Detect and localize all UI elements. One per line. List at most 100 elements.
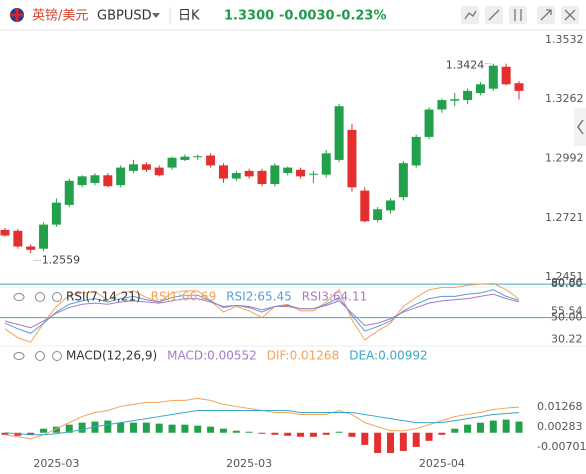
dropdown-icon[interactable] bbox=[152, 13, 160, 18]
y-tick-label: 1.3262 bbox=[545, 92, 584, 105]
tool-candle[interactable] bbox=[509, 6, 527, 24]
macd-bar bbox=[194, 425, 202, 433]
indicator-title: RSI(7,14,21) bbox=[66, 290, 141, 304]
rsi-line bbox=[4, 293, 520, 329]
macd-bar bbox=[65, 424, 73, 433]
candle-body bbox=[244, 170, 254, 177]
macd-bar bbox=[387, 432, 394, 453]
pair-name[interactable]: 英镑/美元 bbox=[32, 8, 88, 24]
candle-body bbox=[206, 155, 216, 166]
macd-bar bbox=[412, 432, 420, 447]
y-tick-label: 1.2992 bbox=[545, 151, 584, 164]
macd-bar bbox=[374, 432, 382, 453]
tool-indicator-glyph bbox=[464, 10, 477, 20]
y-tick-label: 1.3532 bbox=[545, 33, 584, 46]
macd-bar bbox=[284, 432, 292, 436]
gear-icon[interactable] bbox=[35, 292, 45, 302]
gear-icon[interactable] bbox=[35, 351, 45, 361]
low-annotation: 1.2559 bbox=[42, 253, 80, 266]
side-tab-icon bbox=[577, 119, 584, 135]
legend-entry: RSI1:66.69 bbox=[151, 290, 217, 304]
help-icon[interactable] bbox=[52, 292, 62, 302]
candle-body bbox=[193, 156, 203, 158]
period[interactable]: 日K bbox=[178, 9, 200, 24]
macd-bar bbox=[309, 432, 317, 437]
eye-icon[interactable] bbox=[13, 352, 25, 360]
toolbar bbox=[461, 6, 579, 24]
candle-body bbox=[488, 65, 498, 89]
macd-bar bbox=[168, 424, 176, 433]
candle-body bbox=[64, 180, 74, 205]
flag-cross bbox=[10, 8, 24, 22]
y-tick-label: 1.2721 bbox=[545, 211, 584, 224]
indicator-title: MACD(12,26,9) bbox=[66, 349, 157, 363]
y-tick-label: 1.2451 bbox=[545, 270, 584, 283]
y-tick-label: 55.54 bbox=[551, 304, 583, 317]
macd-bar bbox=[438, 432, 446, 435]
candle-body bbox=[77, 176, 87, 186]
candle-body bbox=[424, 109, 434, 137]
macd-bar bbox=[348, 432, 356, 437]
candle-body bbox=[231, 173, 241, 179]
candle-body bbox=[154, 167, 164, 176]
candle-body bbox=[347, 129, 357, 188]
candle-body bbox=[257, 170, 267, 185]
macd-bar bbox=[476, 422, 484, 433]
macd-bar bbox=[40, 428, 48, 433]
high-annotation: 1.3424 bbox=[446, 59, 485, 72]
macd-bar bbox=[502, 419, 510, 433]
macd-bar bbox=[335, 431, 343, 433]
tool-candle-glyph bbox=[514, 9, 522, 21]
price: 1.3300 bbox=[224, 9, 274, 24]
macd-bar bbox=[425, 432, 433, 441]
candle-body bbox=[321, 153, 331, 175]
candle-body bbox=[308, 173, 318, 175]
macd-icons bbox=[13, 351, 62, 361]
tool-fullscreen-glyph bbox=[540, 9, 552, 21]
macd-bar bbox=[142, 422, 150, 433]
candle-body bbox=[360, 190, 370, 222]
macd-bar bbox=[245, 431, 253, 433]
rsi-line bbox=[4, 289, 520, 334]
candle-body bbox=[116, 167, 126, 186]
candle-body bbox=[218, 165, 228, 179]
macd-bar bbox=[78, 422, 86, 433]
macd-bar bbox=[361, 432, 369, 445]
macd-bar bbox=[322, 432, 330, 435]
macd-bar bbox=[181, 424, 189, 433]
candle-body bbox=[0, 229, 10, 236]
candle-body bbox=[270, 165, 280, 185]
macd-bar bbox=[14, 432, 22, 436]
tool-close-glyph bbox=[564, 9, 576, 21]
symbol[interactable]: GBPUSD bbox=[97, 9, 152, 24]
change: -0.0030 bbox=[279, 9, 335, 24]
candle-body bbox=[141, 164, 151, 170]
macd-bar bbox=[297, 432, 305, 437]
macd-bar bbox=[271, 432, 279, 435]
legend-entry: DIF:0.01268 bbox=[267, 349, 339, 363]
candle-body bbox=[398, 163, 408, 198]
candle-body bbox=[514, 83, 524, 91]
candle-body bbox=[373, 209, 383, 220]
candle-body bbox=[51, 202, 61, 225]
candle-body bbox=[180, 156, 190, 160]
macd-bar bbox=[258, 432, 266, 434]
y-tick-label: 0.01268 bbox=[537, 400, 583, 413]
candle-body bbox=[90, 175, 100, 183]
x-tick-label: 2025-04 bbox=[419, 457, 465, 470]
y-tick-label: 0.00283 bbox=[537, 420, 583, 433]
candle-body bbox=[13, 230, 23, 247]
help-icon[interactable] bbox=[52, 351, 62, 361]
macd-bar bbox=[117, 422, 125, 433]
tool-indicator[interactable] bbox=[461, 6, 479, 24]
x-tick-label: 2025-03 bbox=[226, 457, 272, 470]
side-tab[interactable] bbox=[574, 108, 586, 146]
y-tick-label: 30.22 bbox=[551, 333, 583, 346]
eye-icon[interactable] bbox=[13, 293, 25, 301]
macd-bar bbox=[104, 420, 112, 433]
macd-bar bbox=[52, 426, 60, 433]
macd-bar bbox=[515, 421, 523, 433]
y-tick-label: 80.86 bbox=[551, 276, 583, 289]
